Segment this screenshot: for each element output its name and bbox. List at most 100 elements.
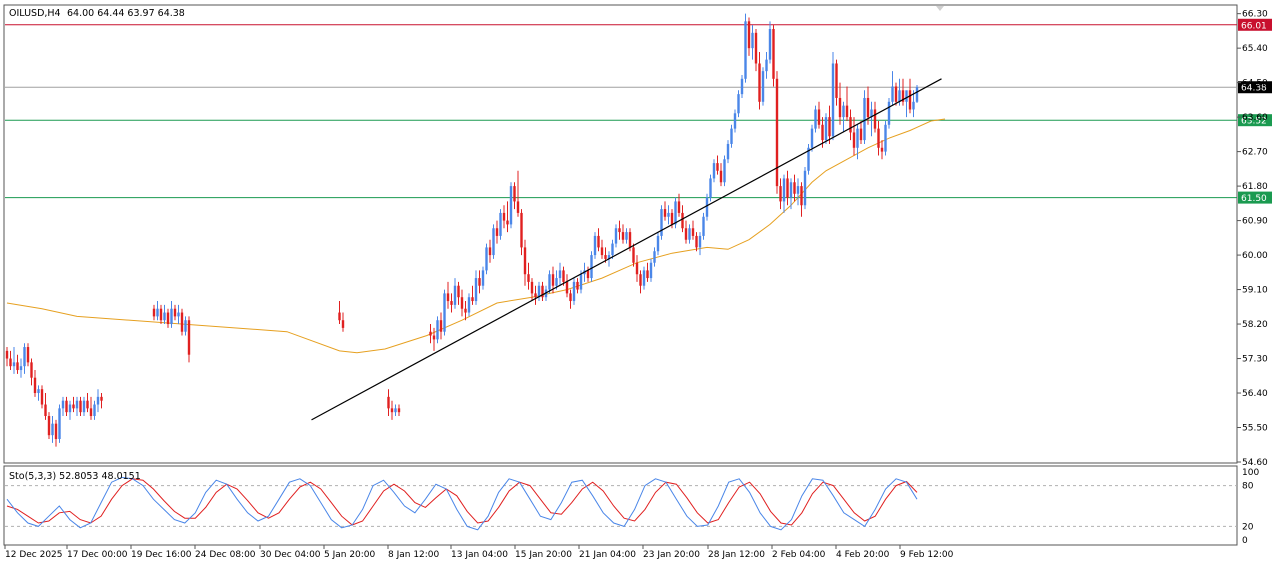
candle-body <box>492 228 495 256</box>
level-tag-66.01 <box>1238 18 1272 31</box>
y-tick-label: 57.30 <box>1242 355 1268 365</box>
x-tick-label: 9 Feb 12:00 <box>900 550 954 560</box>
candle-body <box>660 209 663 236</box>
candle-body <box>887 101 891 125</box>
x-tick-label: 12 Dec 2025 <box>5 550 63 560</box>
candle-body <box>765 59 768 72</box>
trendline[interactable] <box>311 78 942 421</box>
candle-body <box>733 113 737 129</box>
x-tick-label: 13 Jan 04:00 <box>451 550 508 560</box>
candle-body <box>593 235 597 256</box>
candle-body <box>537 285 541 298</box>
candle-body <box>614 228 618 244</box>
level-tag-63.52 <box>1238 114 1272 127</box>
y-tick-label: 60.90 <box>1242 217 1268 227</box>
candle-body <box>768 28 772 60</box>
candle-body <box>863 97 866 141</box>
candle-body <box>695 235 698 248</box>
candle-body <box>565 281 569 294</box>
candle-body <box>72 404 75 409</box>
candle-body <box>390 408 394 413</box>
candle-body <box>40 389 44 405</box>
y-tick-label: 60.00 <box>1242 251 1268 261</box>
candle-body <box>527 274 530 282</box>
candle-body <box>96 396 100 405</box>
candle-body <box>635 262 639 275</box>
candle-body <box>51 423 54 436</box>
candle-body <box>173 308 177 317</box>
candle-body <box>464 308 467 313</box>
candle-body <box>611 243 614 256</box>
chart-shift-marker-icon[interactable] <box>936 6 944 11</box>
candle-body <box>471 297 474 302</box>
candle-body <box>478 278 481 286</box>
candle-body <box>754 32 758 64</box>
x-tick-label: 4 Feb 20:00 <box>836 550 890 560</box>
candle-body <box>89 408 93 417</box>
x-tick-label: 8 Jan 12:00 <box>388 550 440 560</box>
candle-body <box>810 128 814 148</box>
candle-body <box>775 78 779 187</box>
candle-body <box>474 278 478 302</box>
candle-body <box>586 270 590 279</box>
level-tag-text-63.52: 63.52 <box>1241 117 1267 127</box>
candle-body <box>915 87 919 102</box>
y-tick-label: 55.50 <box>1242 424 1268 434</box>
candle-body <box>9 358 12 367</box>
candle-body <box>849 117 852 133</box>
candle-body <box>65 400 68 413</box>
candle-body <box>814 109 817 129</box>
level-tag-64.38 <box>1238 81 1272 94</box>
candle-body <box>562 270 565 282</box>
candle-body <box>646 270 649 279</box>
candle-body <box>597 235 600 248</box>
candle-body <box>870 109 873 118</box>
candle-body <box>856 128 859 148</box>
candle-body <box>530 281 534 294</box>
candle-body <box>26 347 30 363</box>
candle-body <box>793 182 796 194</box>
candle-body <box>831 63 835 137</box>
candle-body <box>548 274 551 290</box>
candle-body <box>68 404 72 413</box>
candle-body <box>341 320 345 328</box>
candle-body <box>779 186 782 202</box>
x-tick-label: 23 Jan 20:00 <box>643 550 700 560</box>
candle-body <box>457 285 460 298</box>
candle-body <box>47 416 51 436</box>
candle-body <box>852 132 856 148</box>
candle-body <box>663 209 667 217</box>
y-tick-label: 64.50 <box>1242 79 1268 89</box>
candle-body <box>642 270 646 286</box>
candle-body <box>772 28 775 79</box>
candle-body <box>607 255 611 259</box>
candle-body <box>534 293 537 298</box>
candle-body <box>485 247 488 271</box>
candle-body <box>845 105 849 118</box>
candle-body <box>590 255 593 279</box>
candle-body <box>604 255 607 259</box>
candle-body <box>481 270 485 286</box>
candle-body <box>429 331 432 336</box>
candle-body <box>453 285 457 305</box>
x-tick-label: 24 Dec 08:00 <box>195 550 256 560</box>
candle-body <box>460 297 464 309</box>
level-tag-text-64.38: 64.38 <box>1241 84 1267 94</box>
x-tick-label: 21 Jan 04:00 <box>579 550 636 560</box>
candle-body <box>184 320 187 332</box>
candle-body <box>152 308 156 317</box>
candle-body <box>761 71 765 102</box>
candle-body <box>5 350 9 359</box>
candle-body <box>877 128 880 148</box>
chart-symbol-title: OILUSD,H4 <box>9 8 61 19</box>
candle-body <box>19 366 23 371</box>
candle-body <box>744 21 747 79</box>
candle-body <box>443 293 446 332</box>
candle-body <box>908 90 912 110</box>
candle-body <box>569 293 572 302</box>
candle-body <box>439 320 443 332</box>
candle-body <box>712 163 716 179</box>
candle-body <box>751 32 754 49</box>
candle-body <box>737 94 740 114</box>
candle-body <box>163 312 166 321</box>
